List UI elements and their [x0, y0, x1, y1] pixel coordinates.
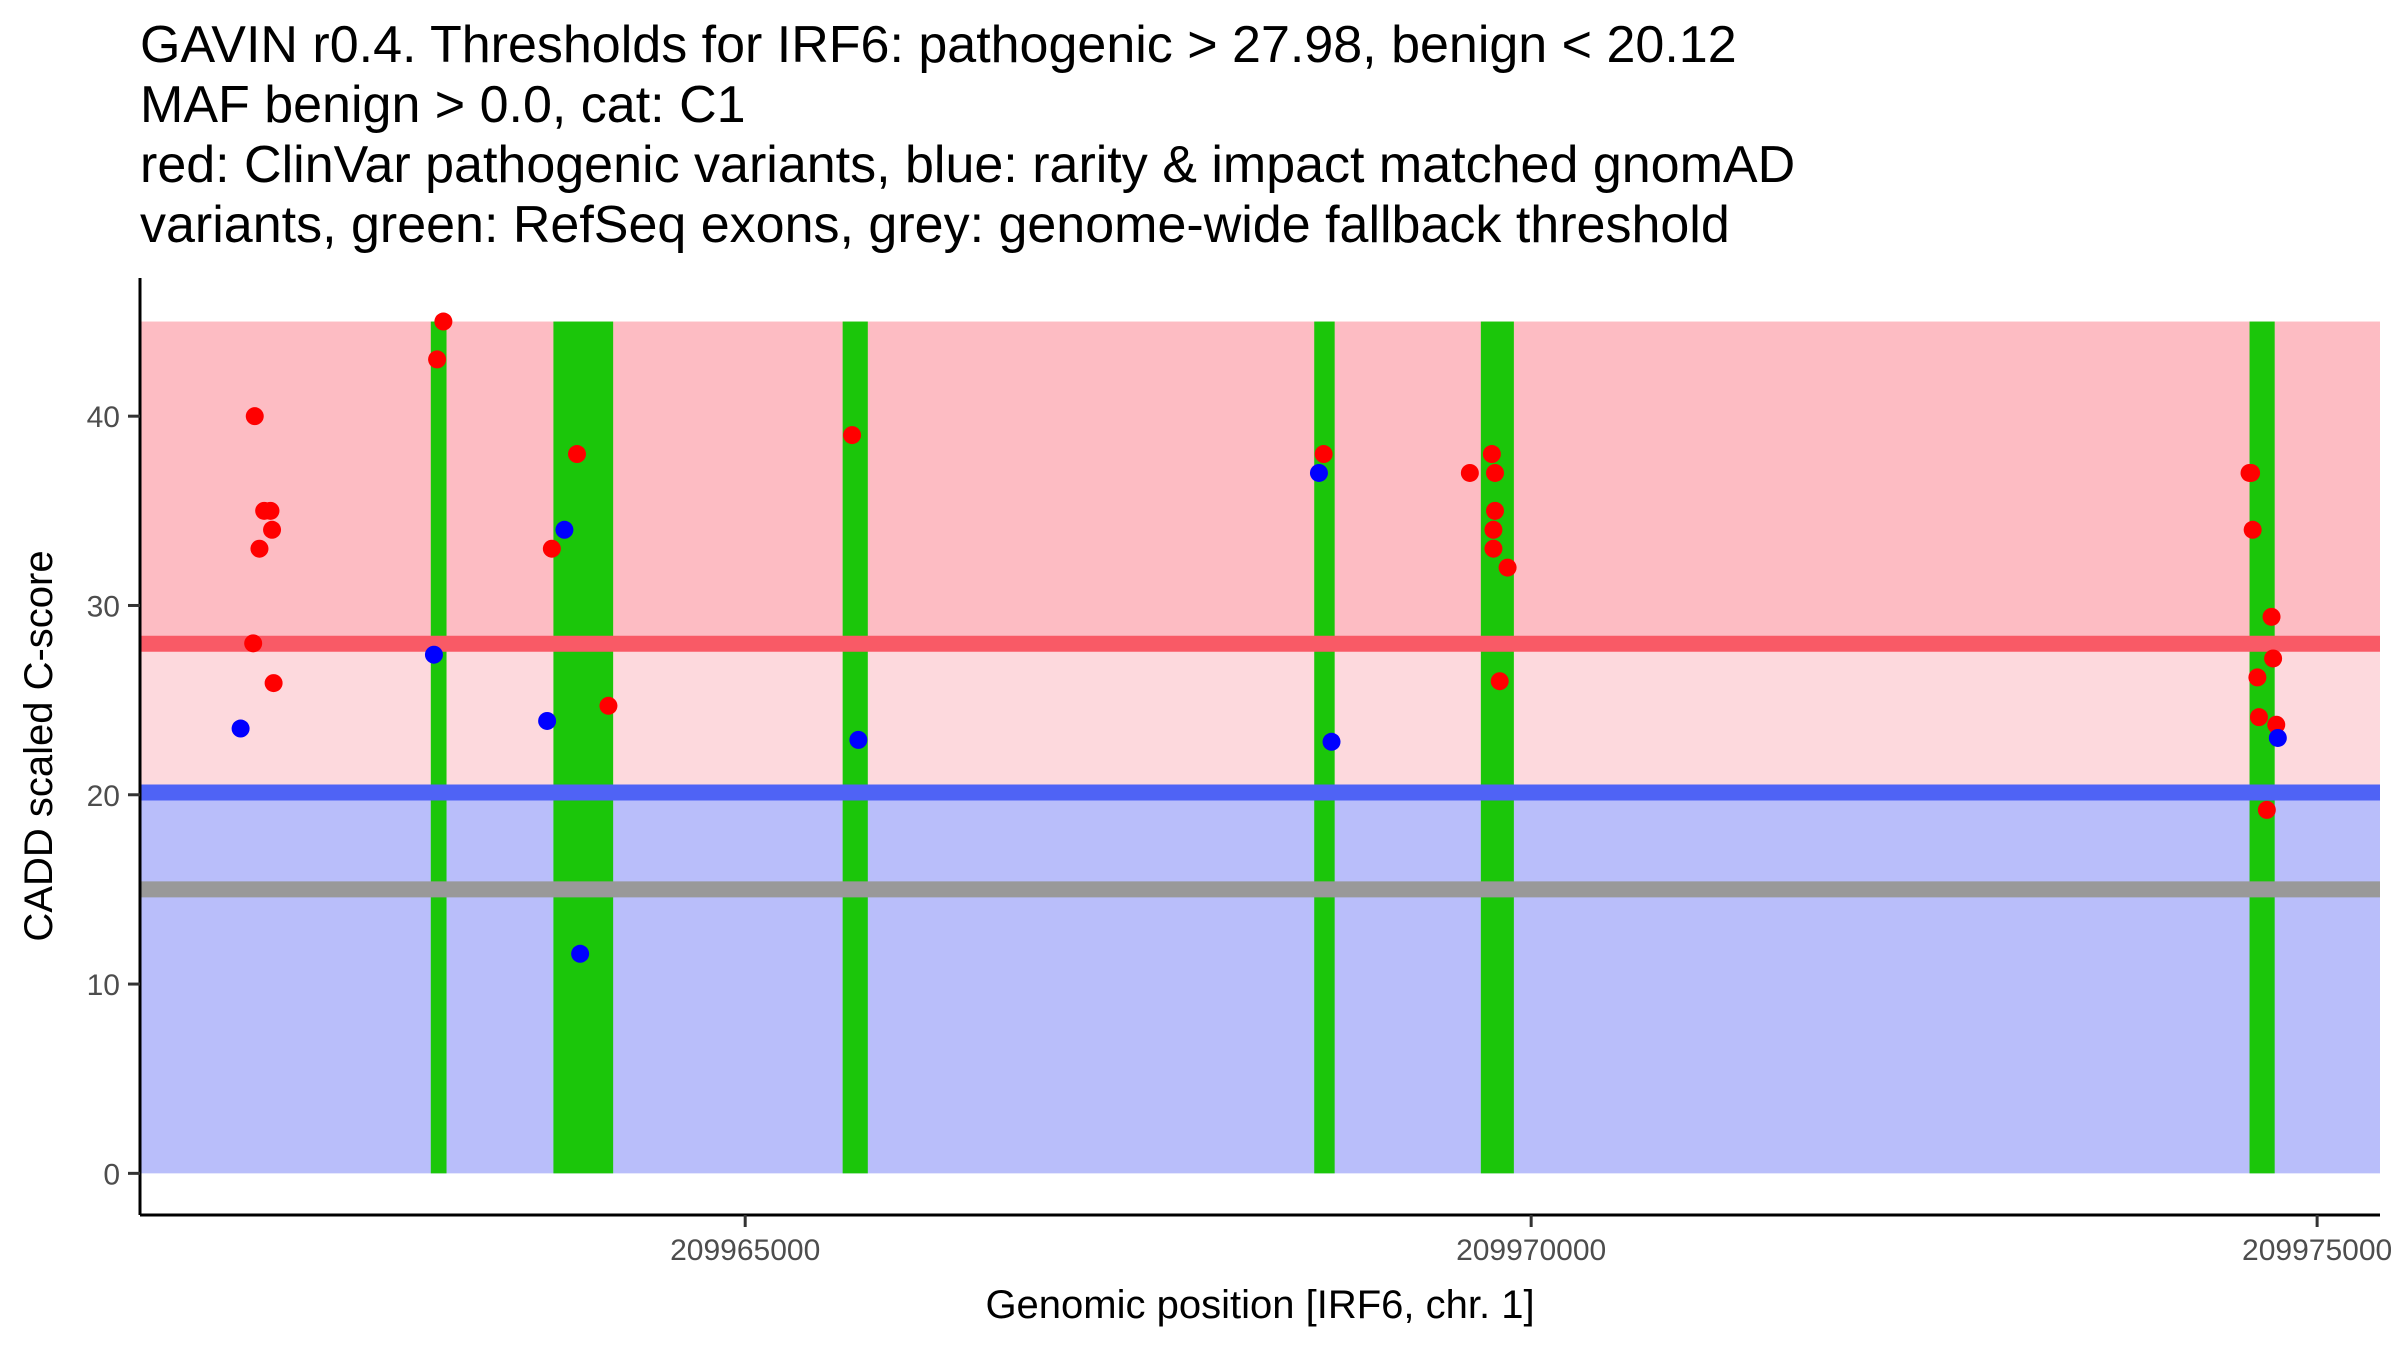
pathogenic-variant-point-17 [1486, 463, 1505, 482]
pathogenic-variant-point-5 [250, 539, 269, 558]
pathogenic-variant-point-15 [1460, 463, 1479, 482]
y-tick-label-5: 40 [87, 401, 120, 434]
title-line-4: variants, green: RefSeq exons, grey: gen… [140, 196, 1730, 254]
exon-bar-6 [2249, 321, 2275, 1174]
pathogenic-variant-point-9 [428, 350, 447, 369]
title-line-3: red: ClinVar pathogenic variants, blue: … [140, 136, 1795, 194]
pathogenic-variant-point-27 [2264, 649, 2283, 668]
pathogenic-variant-point-19 [1484, 520, 1503, 539]
x-axis-title: Genomic position [IRF6, chr. 1] [985, 1283, 1534, 1327]
exon-bars [430, 321, 2275, 1174]
gnomad-variant-point-3 [538, 711, 557, 730]
uncertain-region [140, 643, 2380, 793]
pathogenic-variant-point-13 [843, 426, 862, 445]
y-tick-label-1: 0 [103, 1158, 120, 1191]
pathogenic-variant-point-3 [261, 501, 280, 520]
x-tick-label-3: 209975000 [2242, 1234, 2392, 1267]
pathogenic-variant-point-25 [2243, 520, 2262, 539]
pathogenic-variant-point-10 [542, 539, 561, 558]
pathogenic-variant-point-6 [244, 634, 263, 653]
threshold-lines [140, 635, 2380, 898]
x-tick-label-1: 209965000 [670, 1234, 820, 1267]
gnomad-variant-point-7 [1309, 463, 1328, 482]
pathogenic-variant-point-4 [263, 520, 282, 539]
title-line-1: GAVIN r0.4. Thresholds for IRF6: pathoge… [140, 16, 1737, 74]
gnomad-variant-point-9 [2268, 728, 2287, 747]
title-line-2: MAF benign > 0.0, cat: C1 [140, 76, 746, 134]
pathogenic-variant-point-22 [1490, 672, 1509, 691]
pathogenic-variant-point-7 [264, 674, 283, 693]
y-tick-label-3: 20 [87, 780, 120, 813]
pathogenic-variant-point-20 [1484, 539, 1503, 558]
x-tick-label-2: 209970000 [1456, 1234, 1606, 1267]
gnomad-variant-point-5 [571, 944, 590, 963]
pathogenic-variant-point-26 [2262, 607, 2281, 626]
gnomad-variant-point-1 [231, 719, 250, 738]
pathogenic-variant-point-18 [1486, 501, 1505, 520]
axes [138, 278, 2380, 1217]
exon-bar-5 [1480, 321, 1514, 1174]
pathogenic-variant-point-31 [2257, 800, 2276, 819]
pathogenic-variant-point-30 [2267, 715, 2286, 734]
exon-bar-1 [430, 321, 447, 1174]
pathogenic-variant-point-29 [2249, 708, 2268, 727]
pathogenic-variant-point-1 [245, 407, 264, 426]
pathogenic-variant-point-8 [434, 312, 453, 331]
chart-title: GAVIN r0.4. Thresholds for IRF6: pathoge… [140, 16, 1795, 254]
pathogenic-variant-point-21 [1498, 558, 1517, 577]
exon-bar-4 [1314, 321, 1335, 1174]
y-tick-label-4: 30 [87, 590, 120, 623]
threshold-regions [140, 321, 2380, 1174]
gnomad-variant-point-2 [424, 645, 443, 664]
gnomad-variant-point-8 [1322, 732, 1341, 751]
pathogenic-region [140, 321, 2380, 644]
y-tick-label-2: 10 [87, 969, 120, 1002]
x-axis-ticks: 209965000 209970000 209975000 [670, 1215, 2392, 1267]
exon-bar-2 [553, 321, 614, 1174]
pathogenic-variant-point-28 [2248, 668, 2267, 687]
y-axis-title: CADD scaled C-score [17, 550, 61, 941]
pathogenic-variant-point-16 [1482, 445, 1501, 464]
pathogenic-variant-point-14 [1314, 445, 1333, 464]
benign-region [140, 792, 2380, 1174]
pathogenic-variant-point-11 [567, 445, 586, 464]
variant-points [231, 312, 2287, 963]
gnomad-variant-point-4 [555, 520, 574, 539]
pathogenic-variant-point-12 [599, 696, 618, 715]
gnomad-variant-point-6 [849, 730, 868, 749]
y-axis-ticks: 0 10 20 30 40 [87, 401, 140, 1191]
pathogenic-variant-point-24 [2242, 463, 2261, 482]
